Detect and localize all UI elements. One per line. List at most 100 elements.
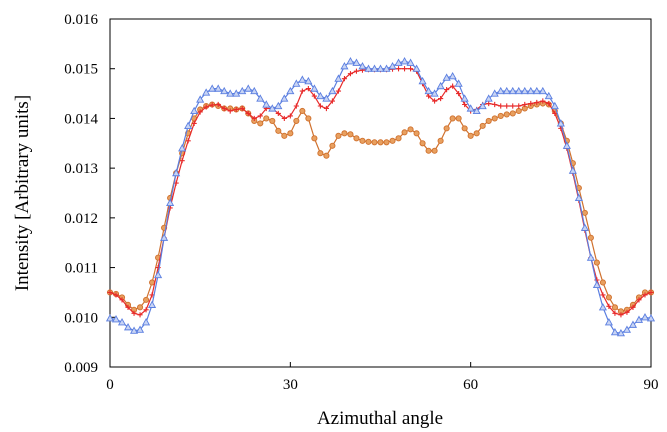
data-point: [107, 289, 113, 296]
data-point: [461, 125, 468, 132]
data-point: [550, 101, 559, 110]
data-point: [492, 101, 498, 108]
data-point: [293, 117, 300, 124]
data-point: [143, 296, 150, 303]
data-point: [612, 310, 618, 316]
data-point: [454, 79, 463, 87]
data-point: [299, 107, 306, 115]
data-point: [341, 76, 348, 82]
data-point: [166, 198, 175, 207]
data-point: [281, 132, 288, 139]
data-point: [358, 62, 367, 70]
data-point: [238, 86, 247, 95]
data-point: [119, 297, 125, 303]
y-tick-label: 0.015: [64, 62, 98, 78]
data-point: [424, 86, 433, 95]
data-point: [473, 130, 480, 137]
data-point: [274, 101, 283, 110]
data-point: [503, 111, 510, 118]
data-point: [244, 84, 253, 92]
data-point: [280, 94, 289, 102]
data-point: [197, 109, 203, 115]
data-point: [129, 326, 139, 334]
data-point: [377, 139, 384, 146]
x-axis-title: Azimuthal angle: [317, 408, 443, 429]
y-axis-title: Intensity [Arbitrary units]: [12, 95, 33, 291]
data-point: [610, 327, 619, 336]
data-point: [214, 84, 223, 92]
data-point: [196, 95, 205, 103]
data-point: [250, 86, 259, 95]
y-tick-label: 0.011: [65, 261, 98, 277]
data-point: [293, 103, 299, 109]
data-point: [449, 115, 456, 122]
data-point: [172, 168, 181, 177]
data-point: [400, 57, 409, 65]
data-point: [472, 106, 481, 115]
data-point: [340, 62, 349, 70]
data-point: [484, 94, 493, 102]
y-tick-label: 0.013: [64, 161, 98, 177]
data-point: [310, 84, 319, 92]
data-point: [202, 88, 211, 96]
data-point: [401, 129, 408, 136]
data-point: [600, 292, 606, 298]
series-layer: [105, 57, 656, 337]
data-point: [359, 137, 366, 144]
data-point: [412, 64, 421, 72]
data-point: [281, 115, 287, 122]
data-point: [509, 110, 516, 117]
data-point: [268, 104, 277, 112]
data-point: [568, 166, 577, 174]
data-point: [413, 130, 420, 137]
plot-area: [109, 18, 652, 368]
data-point: [497, 112, 504, 119]
data-point: [580, 223, 589, 231]
data-point: [544, 91, 553, 100]
data-point: [430, 89, 439, 97]
data-point: [425, 147, 432, 154]
data-point: [515, 107, 522, 115]
data-point: [262, 100, 271, 108]
data-point: [215, 101, 221, 108]
data-point: [514, 86, 523, 95]
data-point: [498, 103, 504, 109]
data-point: [605, 294, 612, 301]
data-point: [329, 98, 336, 104]
data-point: [323, 152, 330, 159]
data-point: [257, 120, 264, 127]
y-tick-label: 0.010: [64, 310, 98, 326]
data-point: [317, 150, 324, 157]
data-point: [226, 89, 235, 97]
series-line: [109, 60, 652, 334]
data-point: [534, 99, 540, 106]
data-point: [388, 62, 397, 70]
data-point: [611, 304, 618, 311]
data-point: [394, 58, 403, 66]
data-point: [142, 318, 151, 326]
data-point: [622, 325, 632, 333]
data-point: [257, 113, 263, 119]
y-tick-label: 0.014: [64, 111, 98, 127]
data-point: [221, 105, 227, 112]
data-point: [203, 104, 209, 110]
data-point: [628, 320, 638, 328]
data-point: [383, 139, 390, 146]
data-point: [353, 135, 360, 142]
data-point: [508, 86, 517, 95]
data-point: [382, 64, 391, 72]
data-point: [311, 93, 317, 99]
data-point: [286, 86, 295, 95]
data-point: [389, 137, 396, 144]
data-point: [275, 127, 282, 134]
series-line: [109, 102, 651, 312]
data-point: [624, 309, 630, 315]
data-point: [401, 66, 408, 72]
data-point: [540, 98, 546, 104]
data-point: [616, 328, 626, 337]
series-1: [106, 100, 655, 315]
data-point: [143, 307, 149, 313]
data-point: [642, 292, 648, 298]
data-point: [376, 64, 385, 72]
data-point: [467, 132, 474, 139]
